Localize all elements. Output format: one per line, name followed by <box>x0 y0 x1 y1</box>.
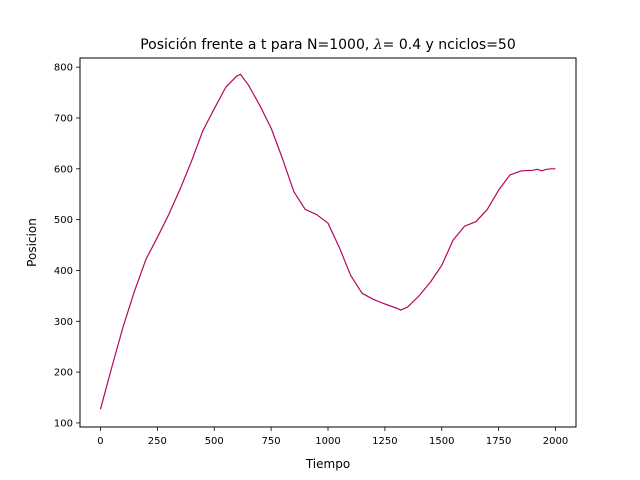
x-tick-label: 1750 <box>486 436 511 447</box>
x-tick-label: 1000 <box>315 436 340 447</box>
x-tick-label: 2000 <box>543 436 568 447</box>
x-tick-label: 500 <box>205 436 224 447</box>
x-tick-label: 1500 <box>429 436 454 447</box>
y-tick-label: 100 <box>54 418 73 429</box>
chart-title-suffix: = 0.4 y nciclos=50 <box>383 37 516 53</box>
x-axis-label: Tiempo <box>305 457 350 471</box>
y-tick-label: 700 <box>54 113 73 124</box>
chart-title-lambda: λ <box>373 37 383 53</box>
y-axis-label: Posicion <box>25 218 39 267</box>
chart-title: Posición frente a t para N=1000, λ= 0.4 … <box>140 37 516 53</box>
x-axis-ticks: 0 250 500 750 1000 1250 1500 1750 2000 <box>97 427 568 447</box>
chart-title-prefix: Posición frente a t para N=1000, <box>140 37 374 53</box>
y-tick-label: 400 <box>54 266 73 277</box>
plot-area <box>99 73 556 410</box>
x-tick-label: 750 <box>262 436 281 447</box>
axes-frame <box>79 57 577 428</box>
y-tick-label: 300 <box>54 317 73 328</box>
x-tick-label: 250 <box>148 436 167 447</box>
x-tick-label: 1250 <box>372 436 397 447</box>
x-tick-label: 0 <box>97 436 103 447</box>
y-axis-ticks: 100 200 300 400 500 600 700 800 <box>54 63 80 429</box>
series-line-0 <box>99 73 556 410</box>
y-tick-label: 200 <box>54 368 73 379</box>
y-tick-label: 500 <box>54 215 73 226</box>
y-tick-label: 800 <box>54 63 73 74</box>
y-tick-label: 600 <box>54 164 73 175</box>
